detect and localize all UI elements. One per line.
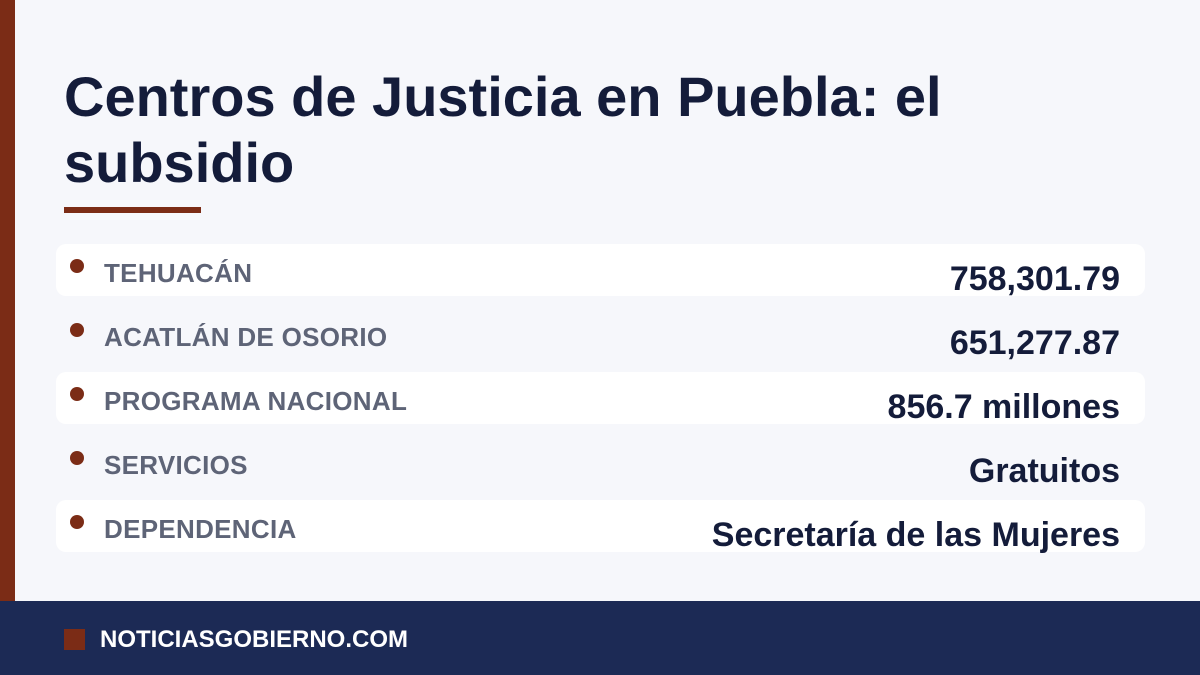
- bullet-icon: [70, 259, 84, 273]
- footer-bar: NOTICIASGOBIERNO.COM: [0, 601, 1200, 675]
- row-value: Gratuitos: [968, 452, 1120, 490]
- title-underline: [64, 207, 201, 213]
- square-icon: [64, 629, 85, 650]
- accent-side-bar: [0, 0, 15, 601]
- bullet-icon: [70, 515, 84, 529]
- bullet-icon: [70, 451, 84, 465]
- list-item: SERVICIOS Gratuitos: [56, 436, 1145, 490]
- row-label: DEPENDENCIA: [104, 514, 297, 544]
- row-value: 758,301.79: [949, 260, 1120, 298]
- list-item: PROGRAMA NACIONAL 856.7 millones: [56, 372, 1145, 426]
- list-item: TEHUACÁN 758,301.79: [56, 244, 1145, 298]
- row-value: Secretaría de las Mujeres: [711, 516, 1120, 554]
- bullet-icon: [70, 387, 84, 401]
- list-item: DEPENDENCIA Secretaría de las Mujeres: [56, 500, 1145, 554]
- row-value: 651,277.87: [949, 324, 1120, 362]
- page-title: Centros de Justicia en Puebla: el subsid…: [64, 65, 942, 194]
- row-label: PROGRAMA NACIONAL: [104, 386, 408, 416]
- row-value: 856.7 millones: [887, 388, 1120, 426]
- site-name: NOTICIASGOBIERNO.COM: [100, 626, 409, 653]
- list-item: ACATLÁN DE OSORIO 651,277.87: [56, 308, 1145, 362]
- bullet-icon: [70, 323, 84, 337]
- row-label: SERVICIOS: [104, 450, 248, 480]
- row-label: ACATLÁN DE OSORIO: [104, 322, 388, 352]
- data-list: TEHUACÁN 758,301.79 ACATLÁN DE OSORIO 65…: [56, 244, 1145, 564]
- row-label: TEHUACÁN: [104, 258, 253, 288]
